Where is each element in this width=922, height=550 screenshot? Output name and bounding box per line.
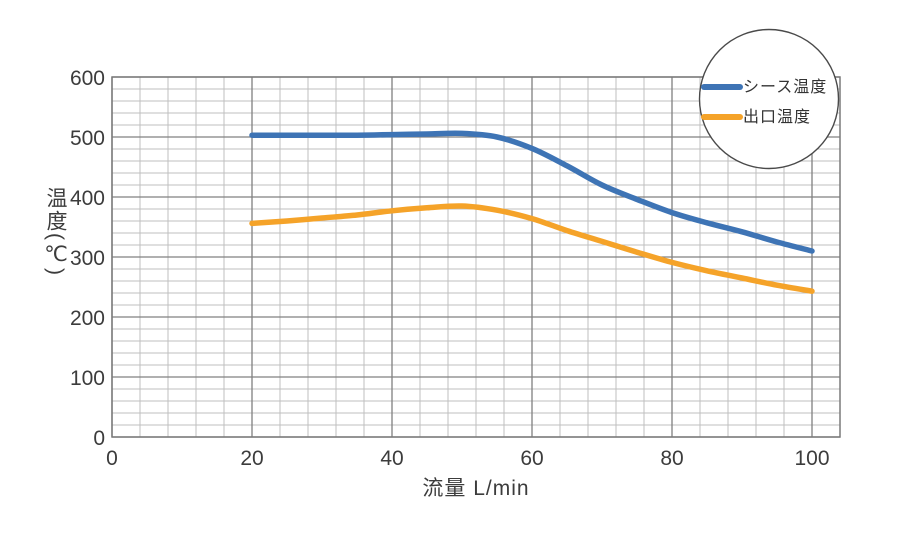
x-tick-label: 20 [240, 447, 263, 470]
x-tick-label: 60 [520, 447, 543, 470]
y-tick-label: 300 [70, 247, 105, 270]
x-tick-label: 40 [380, 447, 403, 470]
x-tick-label: 80 [660, 447, 683, 470]
legend-label: 出口温度 [743, 108, 811, 126]
x-tick-label: 0 [106, 447, 118, 470]
series-line-outlet-temp [249, 203, 815, 294]
x-tick-label: 100 [794, 447, 829, 470]
y-tick-label: 100 [70, 367, 105, 390]
plot-border [111, 76, 841, 438]
y-tick-label: 200 [70, 307, 105, 330]
y-tick-label: 400 [70, 187, 105, 210]
series-line-sheath-temp [249, 130, 815, 254]
x-axis-label: 流量 L/min [422, 477, 530, 500]
legend-label: シース温度 [743, 78, 827, 96]
y-tick-label: 500 [70, 127, 105, 150]
legend-circle [698, 28, 840, 170]
y-tick-label: 600 [70, 67, 105, 90]
y-axis-label: 温度(℃) [44, 187, 67, 277]
y-tick-label: 0 [93, 427, 105, 450]
